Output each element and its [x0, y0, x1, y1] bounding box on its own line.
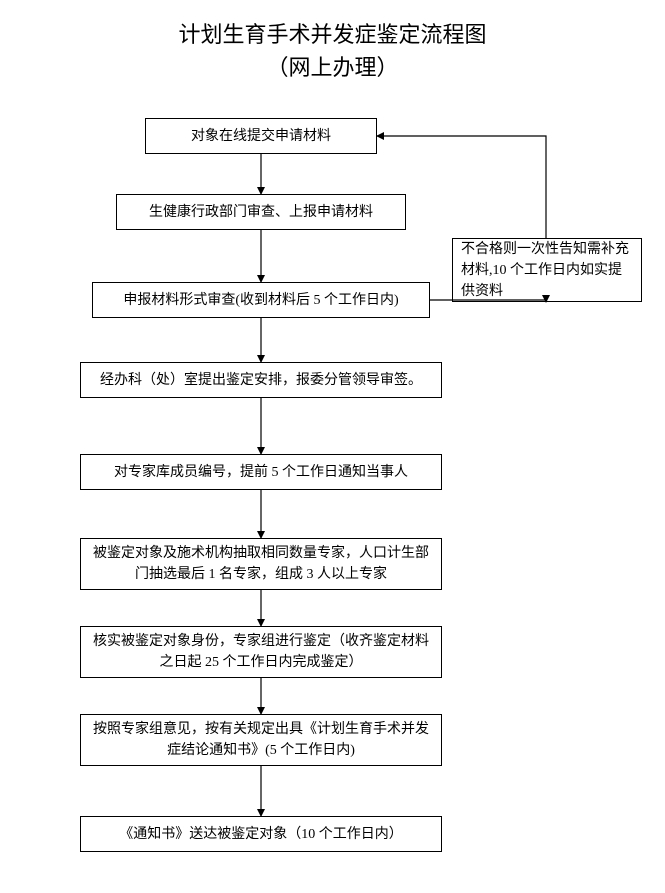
flow-node-n6: 被鉴定对象及施术机构抽取相同数量专家，人口计生部门抽选最后 1 名专家，组成 3…: [80, 538, 442, 590]
flow-node-label: 按照专家组意见，按有关规定出具《计划生育手术并发症结论通知书》(5 个工作日内): [89, 719, 433, 761]
flow-node-label: 经办科（处）室提出鉴定安排，报委分管领导审签。: [100, 370, 422, 391]
flow-node-n1: 对象在线提交申请材料: [145, 118, 377, 154]
flow-node-n5: 对专家库成员编号，提前 5 个工作日通知当事人: [80, 454, 442, 490]
flow-node-label: 被鉴定对象及施术机构抽取相同数量专家，人口计生部门抽选最后 1 名专家，组成 3…: [89, 543, 433, 585]
flow-node-label: 申报材料形式审查(收到材料后 5 个工作日内): [123, 290, 398, 311]
flow-node-n9: 《通知书》送达被鉴定对象（10 个工作日内）: [80, 816, 442, 852]
flow-node-n7: 核实被鉴定对象身份，专家组进行鉴定（收齐鉴定材料之日起 25 个工作日内完成鉴定…: [80, 626, 442, 678]
flow-node-side: 不合格则一次性告知需补充材料,10 个工作日内如实提供资料: [452, 238, 642, 302]
flow-node-label: 《通知书》送达被鉴定对象（10 个工作日内）: [119, 824, 403, 845]
flow-node-n8: 按照专家组意见，按有关规定出具《计划生育手术并发症结论通知书》(5 个工作日内): [80, 714, 442, 766]
flow-node-n3: 申报材料形式审查(收到材料后 5 个工作日内): [92, 282, 430, 318]
flow-node-n2: 生健康行政部门审查、上报申请材料: [116, 194, 406, 230]
flow-node-n4: 经办科（处）室提出鉴定安排，报委分管领导审签。: [80, 362, 442, 398]
flow-node-label: 不合格则一次性告知需补充材料,10 个工作日内如实提供资料: [461, 239, 633, 302]
flow-node-label: 生健康行政部门审查、上报申请材料: [149, 202, 373, 223]
flow-node-label: 核实被鉴定对象身份，专家组进行鉴定（收齐鉴定材料之日起 25 个工作日内完成鉴定…: [89, 631, 433, 673]
flow-node-label: 对象在线提交申请材料: [191, 126, 331, 147]
flow-node-label: 对专家库成员编号，提前 5 个工作日通知当事人: [114, 462, 408, 483]
flowchart-canvas: 对象在线提交申请材料生健康行政部门审查、上报申请材料申报材料形式审查(收到材料后…: [0, 0, 665, 893]
